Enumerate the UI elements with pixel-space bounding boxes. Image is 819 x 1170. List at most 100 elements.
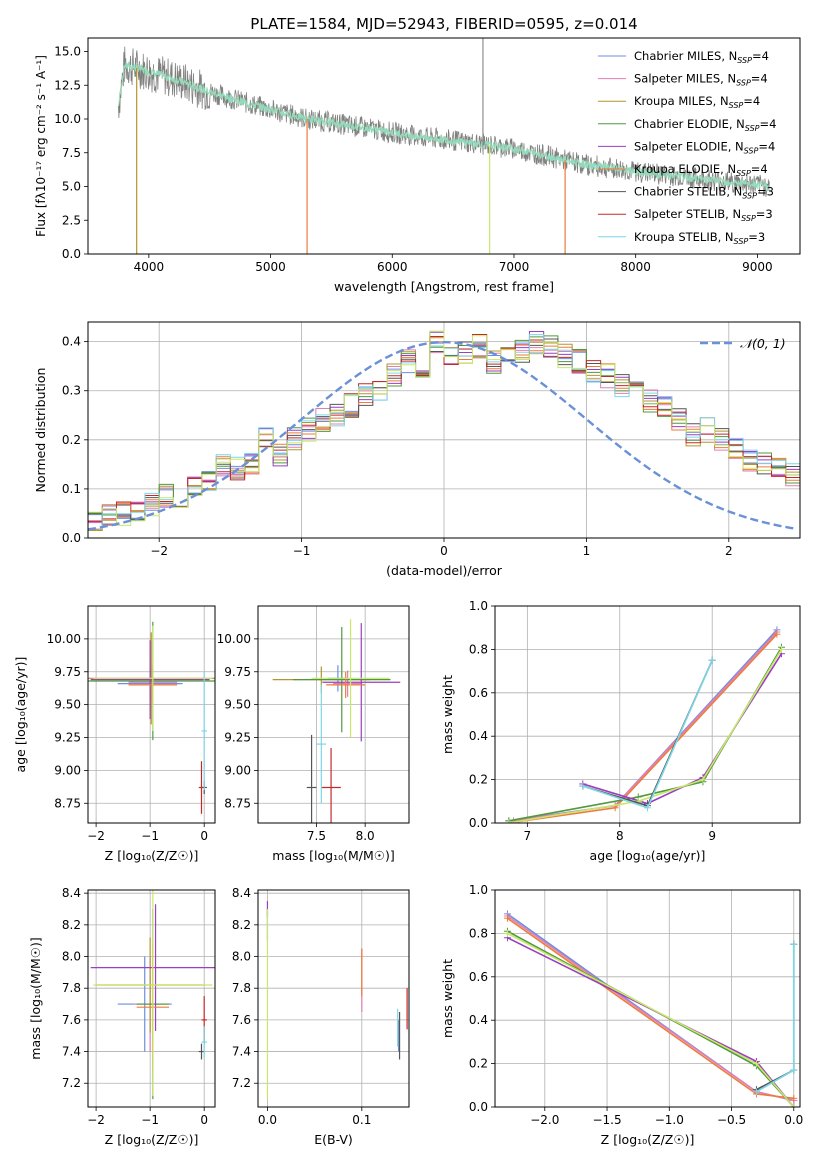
legend-label: Salpeter STELIB, NSSP=3: [634, 207, 773, 223]
y-tick-label: 7.4: [232, 1045, 251, 1059]
legend-subscript: SSP: [736, 169, 751, 178]
y-tick-label: 8.75: [54, 796, 81, 810]
plot-area: [272, 619, 401, 823]
legend-label: Kroupa MILES, NSSP=4: [634, 94, 760, 110]
y-tick-label: 0.4: [62, 335, 81, 349]
y-tick-label: 12.5: [54, 78, 81, 92]
axes-frame: [87, 889, 216, 1108]
y-tick-label: 9.75: [54, 665, 81, 679]
y-tick-label: 8.0: [62, 950, 81, 964]
y-tick-label: 7.4: [62, 1045, 81, 1059]
x-tick-label: 7.5: [307, 829, 326, 843]
x-tick-label: −1: [141, 829, 159, 843]
legend-label-rest: =4: [751, 162, 768, 176]
y-tick-label: 0.3: [62, 384, 81, 398]
y-axis-label: mass weight: [440, 675, 455, 754]
y-tick-label: 0.0: [469, 816, 488, 830]
y-tick-label: 0.2: [469, 773, 488, 787]
legend-subscript: SSP: [744, 146, 759, 155]
x-tick-label: −2: [87, 1113, 105, 1127]
legend-label: Chabrier STELIB, NSSP=3: [634, 185, 774, 201]
legend-label: Salpeter MILES, NSSP=4: [634, 72, 768, 88]
x-tick-label: 9: [708, 829, 716, 843]
y-tick-label: 0.6: [469, 970, 488, 984]
y-tick-label: 7.8: [232, 981, 251, 995]
plot-area: [90, 890, 215, 1100]
legend-subscript: SSP: [745, 124, 760, 133]
legend-label-rest: =3: [757, 185, 774, 199]
plot-area: [88, 621, 215, 814]
y-tick-label: 0.2: [62, 433, 81, 447]
y-tick-label: 8.2: [232, 918, 251, 932]
legend-subscript: SSP: [737, 56, 752, 65]
y-tick-label: 15.0: [54, 45, 81, 59]
x-tick-label: 1: [583, 544, 591, 558]
legend-subscript: SSP: [736, 79, 751, 88]
y-axis-label: mass [log₁₀(M/M☉)]: [28, 937, 43, 1059]
y-axis-label: Flux [fλ10⁻¹⁷ erg cm⁻² s⁻¹ A⁻¹]: [34, 55, 48, 237]
weight-line: [508, 648, 783, 823]
y-tick-label: 10.00: [47, 632, 81, 646]
x-axis-label: age [log₁₀(age/yr)]: [590, 848, 706, 863]
x-tick-label: 2: [725, 544, 733, 558]
figure-title: PLATE=1584, MJD=52943, FIBERID=0595, z=0…: [250, 15, 637, 33]
y-tick-label: 0.1: [62, 482, 81, 496]
x-axis-label: Z [log₁₀(Z/Z☉)]: [601, 1132, 695, 1147]
x-tick-label: 0.1: [352, 1113, 371, 1127]
y-tick-label: 1.0: [469, 883, 488, 897]
chart-age_vs_mass: 7.5 8.0 8.75 9.00 9.25 9.50 9.75 10.00 mass [log…: [217, 605, 410, 863]
axes-frame: [87, 605, 216, 824]
legend-label-rest: =4: [760, 117, 777, 131]
legend-subscript: SSP: [734, 237, 749, 246]
x-tick-label: −2: [87, 829, 105, 843]
x-tick-label: −1: [141, 1113, 159, 1127]
y-axis-label: mass weight: [440, 959, 455, 1038]
y-tick-label: 9.50: [54, 698, 81, 712]
x-axis-label: (data-model)/error: [386, 563, 503, 578]
x-tick-label: 0: [200, 1113, 208, 1127]
y-tick-label: 9.25: [54, 731, 81, 745]
x-tick-label: 8: [616, 829, 624, 843]
axes-frame: [257, 889, 410, 1108]
plot-area: [503, 910, 798, 1107]
axes-frame: [87, 321, 801, 539]
y-tick-label: 0.8: [469, 642, 488, 656]
x-tick-label: 6000: [377, 260, 408, 274]
charts-container: 4000 5000 6000 7000 8000 90000.02.55.07.510.0…: [13, 37, 803, 1147]
chart-weight_vs_age: 7 8 9 0.0 0.2 0.4 0.6 0.8 1.0 age [log₁₀(age/yr)]…: [440, 599, 801, 863]
plot-area: [118, 38, 770, 254]
y-tick-label: 1.0: [469, 599, 488, 613]
axes-frame: [494, 889, 801, 1108]
histogram-step: [88, 330, 800, 526]
legend-subscript: SSP: [742, 192, 757, 201]
y-tick-label: 7.6: [232, 1013, 251, 1027]
chart-residuals: −2 −1 0 1 2 0.0 0.1 0.2 0.3 0.4 𝒩(0, 1) (data-model…: [33, 321, 801, 578]
x-tick-label: −1: [293, 544, 311, 558]
legend-subscript: SSP: [741, 214, 756, 223]
y-axis-label: Normed distribution: [33, 368, 48, 493]
y-tick-label: 2.5: [62, 213, 81, 227]
plot-area: [88, 330, 800, 532]
x-tick-label: 0.0: [258, 1113, 277, 1127]
y-tick-label: 0.0: [469, 1100, 488, 1114]
x-axis-label: E(B-V): [314, 1132, 353, 1147]
x-tick-label: 0.0: [784, 1113, 803, 1127]
y-axis-label: age [log₁₀(age/yr)]: [13, 657, 28, 773]
legend-label-rest: =4: [752, 49, 769, 63]
x-tick-label: −1.0: [655, 1113, 684, 1127]
model-spectrum-line: [118, 61, 770, 192]
legend-label: Chabrier MILES, NSSP=4: [634, 49, 769, 65]
x-axis-label: mass [log₁₀(M/M☉)]: [272, 848, 394, 863]
x-tick-label: 9000: [742, 260, 773, 274]
legend-label-rest: =4: [743, 94, 760, 108]
chart-age_vs_Z: −2 −1 0 8.75 9.00 9.25 9.50 9.75 10.00 Z [log₁₀(Z…: [13, 605, 216, 863]
x-axis-label: Z [log₁₀(Z/Z☉)]: [105, 1132, 199, 1147]
y-tick-label: 9.75: [224, 665, 251, 679]
x-tick-label: 7000: [499, 260, 530, 274]
y-tick-label: 0.8: [469, 926, 488, 940]
plot-area: [505, 626, 786, 823]
x-tick-label: 8.0: [356, 829, 375, 843]
legend-label-rest: =3: [748, 230, 765, 244]
chart-spectrum: 4000 5000 6000 7000 8000 9000 0.0 2.5 5.0 7.5 10.0…: [34, 37, 801, 294]
x-tick-label: 0: [200, 829, 208, 843]
